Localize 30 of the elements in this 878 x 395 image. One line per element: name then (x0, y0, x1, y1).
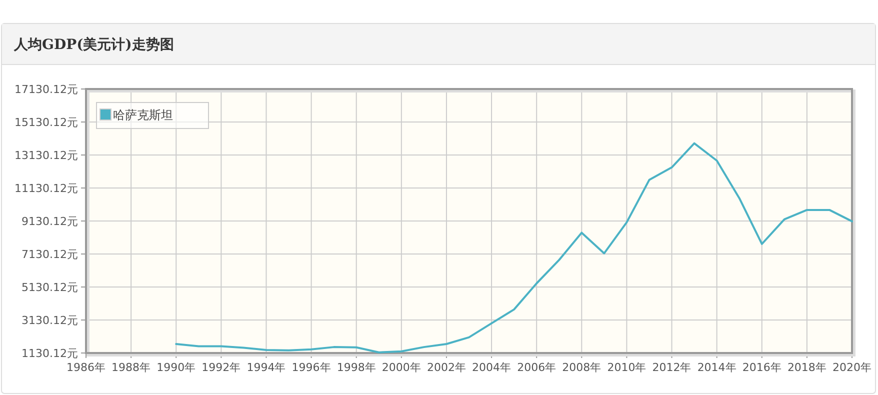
x-tick-label: 1998年 (336, 361, 376, 374)
x-tick-label: 1988年 (112, 361, 151, 374)
x-tick-label: 2010年 (607, 361, 646, 374)
x-tick-label: 2004年 (472, 361, 512, 374)
y-tick-label: 5130.12元 (22, 281, 78, 294)
x-tick-label: 1992年 (202, 361, 241, 374)
x-tick-label: 1986年 (66, 361, 106, 374)
chart-title: 人均GDP(美元计)走势图 (13, 36, 174, 53)
y-tick-label: 17130.12元 (14, 83, 78, 96)
x-tick-label: 1996年 (292, 361, 331, 374)
x-tick-label: 2006年 (517, 361, 556, 374)
y-tick-label: 15130.12元 (14, 116, 78, 129)
x-tick-label: 1990年 (156, 361, 196, 374)
x-tick-label: 2000年 (382, 361, 421, 374)
legend-label: 哈萨克斯坦 (113, 108, 173, 122)
y-tick-label: 7130.12元 (22, 248, 78, 261)
y-tick-label: 1130.12元 (22, 347, 78, 360)
x-tick-label: 2016年 (742, 361, 782, 374)
x-tick-label: 2008年 (562, 361, 602, 374)
x-tick-label: 2002年 (426, 361, 466, 374)
x-tick-label: 2012年 (652, 361, 692, 374)
x-tick-label: 2018年 (787, 361, 826, 374)
line-series (175, 142, 853, 354)
y-tick-label: 3130.12元 (22, 314, 78, 327)
y-tick-label: 13130.12元 (14, 149, 78, 162)
y-tick-label: 11130.12元 (14, 182, 78, 195)
x-tick-label: 2014年 (697, 361, 736, 374)
y-tick-label: 9130.12元 (22, 215, 78, 228)
x-tick-label: 1994年 (246, 361, 286, 374)
x-tick-label: 2020年 (832, 361, 872, 374)
